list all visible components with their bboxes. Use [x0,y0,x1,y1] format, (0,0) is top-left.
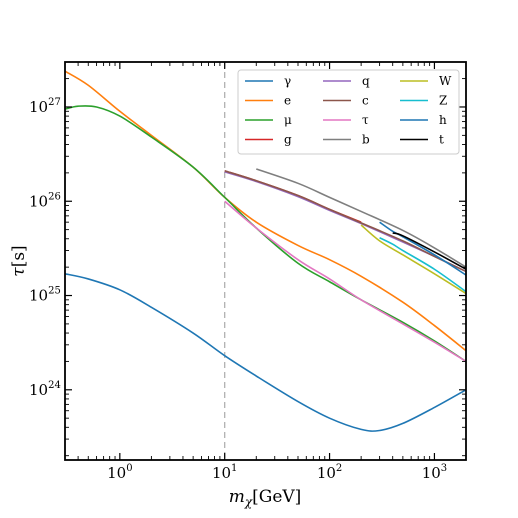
legend-label-1: e [284,94,291,108]
series-line-10 [379,221,466,276]
legend-label-5: c [362,94,369,108]
legend-label-11: t [439,133,444,147]
legend-label-2: μ [284,113,292,127]
series-line-6 [224,200,466,363]
series-line-7 [256,168,466,268]
y-tick-label-2: 1026 [29,191,61,210]
legend-label-7: b [362,133,370,147]
y-tick-label-0: 1024 [29,380,61,399]
axis-ticks [64,62,467,460]
y-axis-label: τ[s] [9,245,29,276]
series-line-2 [65,105,466,363]
legend-label-3: g [284,133,292,147]
y-tick-label-3: 1027 [29,97,61,116]
tick-labels: 100 101 102 103 1024 1025 1026 1027 [29,97,447,482]
plot-frame [64,61,467,461]
x-axis-label: mχ[GeV] [229,487,302,509]
x-tick-label-1: 101 [212,463,237,482]
y-tick-label-1: 1025 [29,286,61,305]
series-line-9 [379,237,466,293]
series-line-0 [65,273,466,432]
x-tick-label-3: 103 [422,463,447,482]
plot-lines [65,62,466,460]
x-tick-label-0: 100 [107,463,132,482]
legend-label-6: τ [362,113,369,127]
legend-label-9: Z [439,94,447,108]
series-line-1 [65,70,466,352]
legend-label-0: γ [284,74,291,88]
legend-label-4: q [362,74,370,88]
series-line-11 [392,232,466,270]
legend-box [237,69,460,155]
series-line-4 [224,171,466,273]
legend-label-10: h [439,113,447,127]
series-line-8 [360,224,466,295]
series-group [65,62,466,460]
x-tick-label-2: 102 [317,463,342,482]
series-line-5 [224,170,466,273]
legend-label-8: W [439,74,452,88]
